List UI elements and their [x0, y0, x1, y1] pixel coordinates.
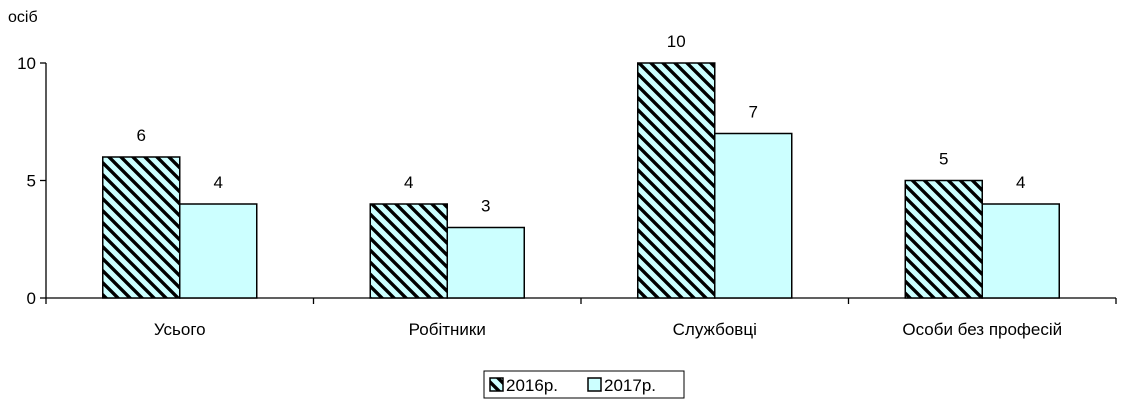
- bar-2016: [102, 156, 181, 299]
- legend: 2016р. 2017р.: [483, 370, 685, 399]
- category-label: Робітники: [409, 320, 486, 339]
- legend-label-2017: 2017р.: [604, 376, 656, 395]
- y-tick-label: 5: [27, 172, 36, 191]
- y-axis-ticks: 0 5 10: [17, 54, 46, 308]
- y-axis-unit-label: осіб: [8, 9, 38, 26]
- data-label: 7: [749, 103, 758, 122]
- data-labels: 6 4 4 3 10 7 5 4: [137, 32, 1026, 216]
- bars: [102, 62, 1060, 299]
- legend-box: [483, 370, 685, 399]
- category-labels: Усього Робітники Службовці Особи без профес…: [154, 320, 1062, 339]
- data-label: 3: [481, 197, 490, 216]
- data-label: 6: [137, 126, 146, 145]
- bar-2017: [446, 226, 525, 299]
- bar-2017: [714, 132, 793, 299]
- category-label: Усього: [154, 320, 206, 339]
- y-tick-label: 0: [27, 289, 36, 308]
- data-label: 4: [404, 173, 413, 192]
- y-tick-label: 10: [17, 54, 36, 73]
- bar-2016: [369, 203, 448, 299]
- bar-2016: [637, 62, 716, 299]
- bar-2017: [981, 203, 1060, 299]
- bar-2017: [179, 203, 258, 299]
- data-label: 10: [667, 32, 686, 51]
- data-label: 4: [214, 173, 223, 192]
- data-label: 5: [939, 150, 948, 169]
- bar-2016: [904, 179, 983, 299]
- legend-swatch-2016: [489, 377, 504, 392]
- category-label: Службовці: [673, 320, 757, 339]
- category-label: Особи без професій: [902, 320, 1062, 339]
- legend-swatch-2017: [587, 377, 602, 392]
- legend-label-2016: 2016р.: [506, 376, 558, 395]
- data-label: 4: [1016, 173, 1025, 192]
